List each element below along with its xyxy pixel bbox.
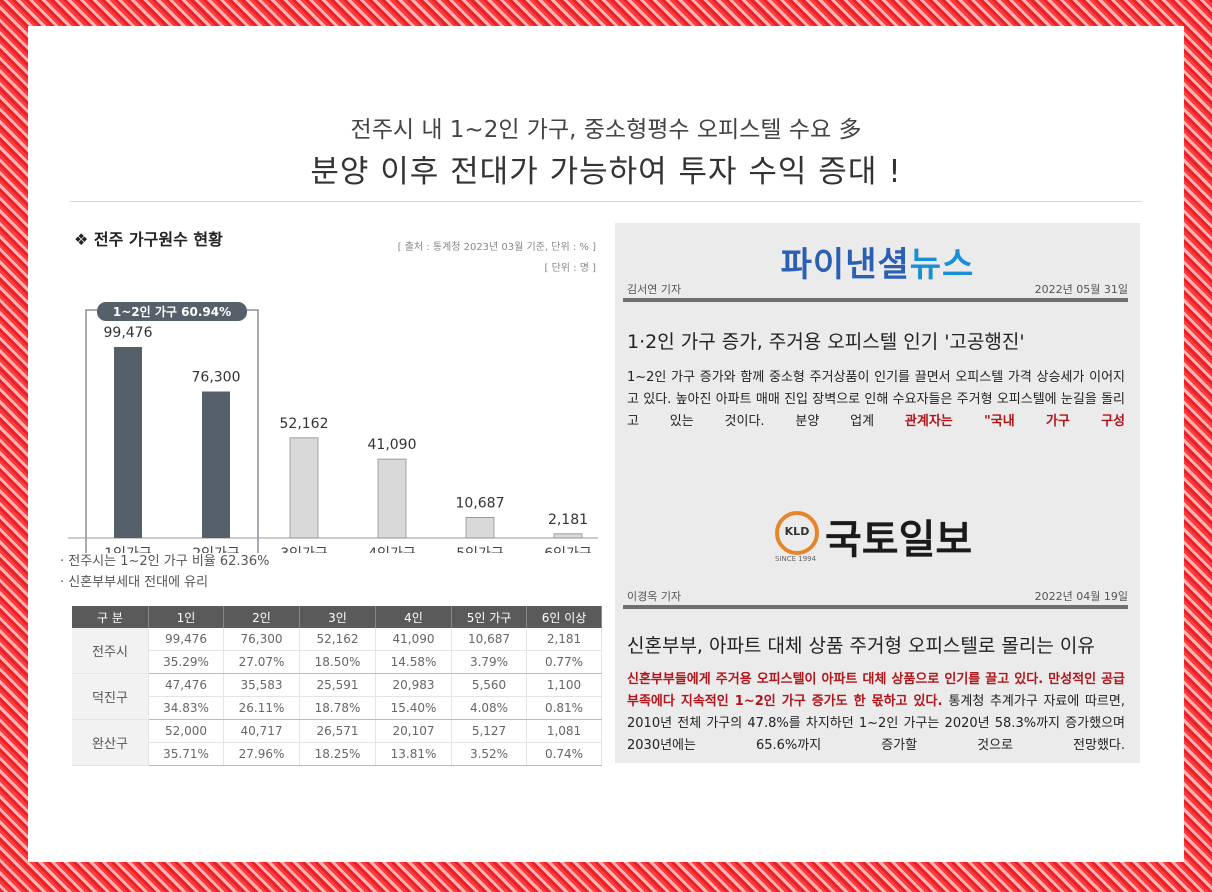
table-header: 2인 [223, 606, 300, 628]
count-cell: 52,000 [148, 719, 224, 743]
region-cell: 완산구 [72, 719, 149, 766]
bar [114, 347, 142, 538]
count-cell: 52,162 [299, 628, 376, 651]
page-panel: 전주시 내 1~2인 가구, 중소형평수 오피스텔 수요 多 분양 이후 전대가… [30, 28, 1182, 860]
percent-cell: 0.77% [526, 650, 602, 674]
percent-cell: 15.40% [375, 696, 452, 720]
highlight-badge [97, 302, 247, 321]
count-cell: 47,476 [148, 673, 224, 697]
table-row: 34.83% 26.11% 18.78% 15.40% 4.08% 0.81% [72, 696, 602, 720]
table-header: 1인 [148, 606, 224, 628]
percent-cell: 27.96% [223, 742, 300, 766]
news2-divider [623, 605, 1128, 609]
news1-body: 1~2인 가구 증가와 함께 중소형 주거상품이 인기를 끌면서 오피스텔 가격… [627, 370, 1125, 429]
count-cell: 20,983 [375, 673, 452, 697]
count-cell: 35,583 [223, 673, 300, 697]
count-cell: 76,300 [223, 628, 300, 651]
percent-cell: 34.83% [148, 696, 224, 720]
percent-cell: 3.52% [451, 742, 527, 766]
note-2: · 신혼부부세대 전대에 유리 [60, 575, 209, 590]
table-header: 6인 이상 [526, 606, 602, 628]
unit-note: [ 단위 : 명 ] [544, 263, 597, 274]
news1-divider [623, 298, 1128, 302]
bar-value-label: 99,476 [104, 325, 153, 341]
count-cell: 2,181 [526, 628, 602, 651]
table-header: 4인 [375, 606, 452, 628]
table-row: 35.71% 27.96% 18.25% 13.81% 3.52% 0.74% [72, 742, 602, 766]
bar [465, 517, 495, 539]
news1-reporter: 김서연 기자 [627, 283, 682, 296]
title-divider [70, 201, 1142, 202]
region-cell: 전주시 [72, 628, 149, 674]
household-table: 구 분 1인 2인 3인 4인 5인 가구 6인 이상 전주시 99,476 7… [72, 606, 602, 766]
category-label: 1인가구 [104, 546, 152, 553]
percent-cell: 27.07% [223, 650, 300, 674]
news2-headline: 신혼부부, 아파트 대체 상품 주거형 오피스텔로 몰리는 이유 [627, 635, 1095, 657]
percent-cell: 18.25% [299, 742, 376, 766]
note-1: · 전주시는 1~2인 가구 비율 62.36% [60, 554, 270, 569]
bar-value-label: 76,300 [192, 370, 241, 386]
bar [202, 391, 230, 538]
bar [289, 437, 319, 539]
news2-body: 신혼부부들에게 주거용 오피스텔이 아파트 대체 상품으로 인기를 끌고 있다.… [627, 672, 1125, 753]
table-header: 5인 가구 [451, 606, 527, 628]
news2-date: 2022년 04월 19일 [1034, 590, 1128, 603]
percent-cell: 14.58% [375, 650, 452, 674]
percent-cell: 13.81% [375, 742, 452, 766]
percent-cell: 35.71% [148, 742, 224, 766]
percent-cell: 18.50% [299, 650, 376, 674]
percent-cell: 3.79% [451, 650, 527, 674]
chart-section-title: ❖ 전주 가구원수 현황 [74, 230, 223, 249]
kld-emblem-icon: KLD [775, 511, 819, 555]
count-cell: 99,476 [148, 628, 224, 651]
table-row: 완산구 52,000 40,717 26,571 20,107 5,127 1,… [72, 719, 602, 766]
count-cell: 41,090 [375, 628, 452, 651]
count-cell: 1,081 [526, 719, 602, 743]
table-row: 전주시 99,476 76,300 52,162 41,090 10,687 2… [72, 628, 602, 674]
percent-cell: 26.11% [223, 696, 300, 720]
count-cell: 5,127 [451, 719, 527, 743]
bar-value-label: 41,090 [368, 437, 417, 453]
count-cell: 1,100 [526, 673, 602, 697]
bar [553, 533, 583, 539]
count-cell: 5,560 [451, 673, 527, 697]
region-cell: 덕진구 [72, 673, 149, 720]
table-header-row: 구 분 1인 2인 3인 4인 5인 가구 6인 이상 [72, 606, 602, 628]
count-cell: 25,591 [299, 673, 376, 697]
percent-cell: 35.29% [148, 650, 224, 674]
bar-value-label: 52,162 [280, 416, 329, 432]
percent-cell: 0.81% [526, 696, 602, 720]
highlight-badge-label: 1~2인 가구 60.94% [113, 304, 231, 319]
count-cell: 10,687 [451, 628, 527, 651]
category-label: 3인가구 [280, 546, 328, 553]
percent-cell: 4.08% [451, 696, 527, 720]
highlight-box [85, 309, 259, 553]
category-label: 4인가구 [368, 546, 416, 553]
category-label: 6인가구 [544, 546, 592, 553]
chart-notes: · 전주시는 1~2인 가구 비율 62.36% · 신혼부부세대 전대에 유리 [60, 551, 269, 593]
news-clippings: 파이낸셜뉴스 김서연 기자 2022년 05월 31일 1·2인 가구 증가, … [615, 223, 1140, 763]
title-line-1: 전주시 내 1~2인 가구, 중소형평수 오피스텔 수요 多 [350, 117, 862, 143]
bar-value-label: 2,181 [548, 512, 588, 528]
source-note: [ 출처 : 통계청 2023년 03월 기준, 단위 : % ] [397, 242, 596, 253]
count-cell: 26,571 [299, 719, 376, 743]
table-header: 구 분 [72, 606, 149, 628]
news2-reporter: 이경옥 기자 [627, 590, 682, 603]
news1-date: 2022년 05월 31일 [1034, 283, 1128, 296]
percent-cell: 0.74% [526, 742, 602, 766]
bar [377, 458, 407, 539]
news1-headline: 1·2인 가구 증가, 주거용 오피스텔 인기 '고공행진' [627, 331, 1025, 353]
table-header: 3인 [299, 606, 376, 628]
count-cell: 20,107 [375, 719, 452, 743]
table-row: 35.29% 27.07% 18.50% 14.58% 3.79% 0.77% [72, 650, 602, 674]
financial-news-logo: 파이낸셜뉴스 [780, 245, 975, 285]
count-cell: 40,717 [223, 719, 300, 743]
table-row: 덕진구 47,476 35,583 25,591 20,983 5,560 1,… [72, 673, 602, 720]
percent-cell: 18.78% [299, 696, 376, 720]
title-line-2: 분양 이후 전대가 가능하여 투자 수익 증대 ! [310, 154, 902, 190]
bar-value-label: 10,687 [456, 495, 505, 511]
